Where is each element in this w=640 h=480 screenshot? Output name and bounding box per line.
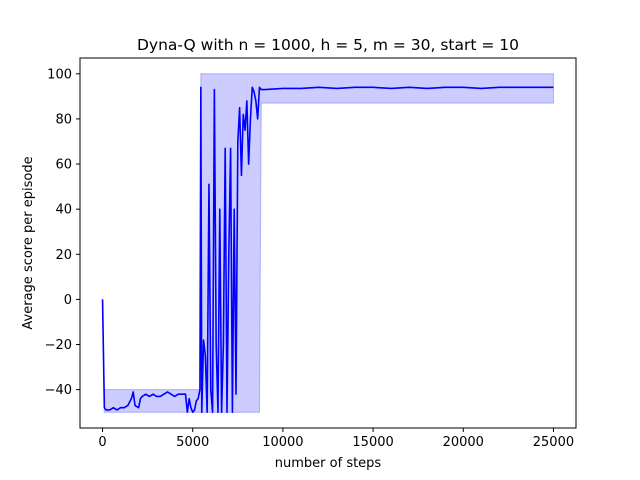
x-axis-ticks: 0 5000 10000 15000 20000 25000 — [98, 428, 574, 450]
x-axis-label: number of steps — [275, 456, 382, 471]
y-axis-ticks: −40 −20 0 20 40 60 80 100 — [45, 67, 80, 398]
y-tick-label: 100 — [47, 67, 72, 82]
confidence-band-0 — [102, 73, 554, 413]
x-tick-label: 10000 — [262, 435, 303, 450]
x-tick-label: 0 — [98, 435, 106, 450]
x-tick-label: 15000 — [352, 435, 393, 450]
y-tick-label: 20 — [55, 248, 72, 263]
plot-frame — [79, 57, 577, 429]
x-tick-label: 5000 — [176, 435, 209, 450]
y-tick-label: 80 — [55, 112, 72, 127]
y-tick-label: 40 — [55, 203, 72, 218]
x-tick-label: 25000 — [533, 435, 574, 450]
y-axis-label: Average score per episode — [21, 156, 36, 329]
y-tick-label: −40 — [45, 383, 72, 398]
x-tick-label: 20000 — [443, 435, 484, 450]
y-tick-label: 60 — [55, 158, 72, 173]
y-tick-label: −20 — [45, 338, 72, 353]
y-tick-label: 0 — [64, 293, 72, 308]
chart-title: Dyna-Q with n = 1000, h = 5, m = 30, sta… — [137, 36, 519, 54]
confidence-band-layer — [102, 73, 554, 413]
series-line-layer — [101, 86, 554, 414]
series-line-0 — [101, 86, 554, 414]
